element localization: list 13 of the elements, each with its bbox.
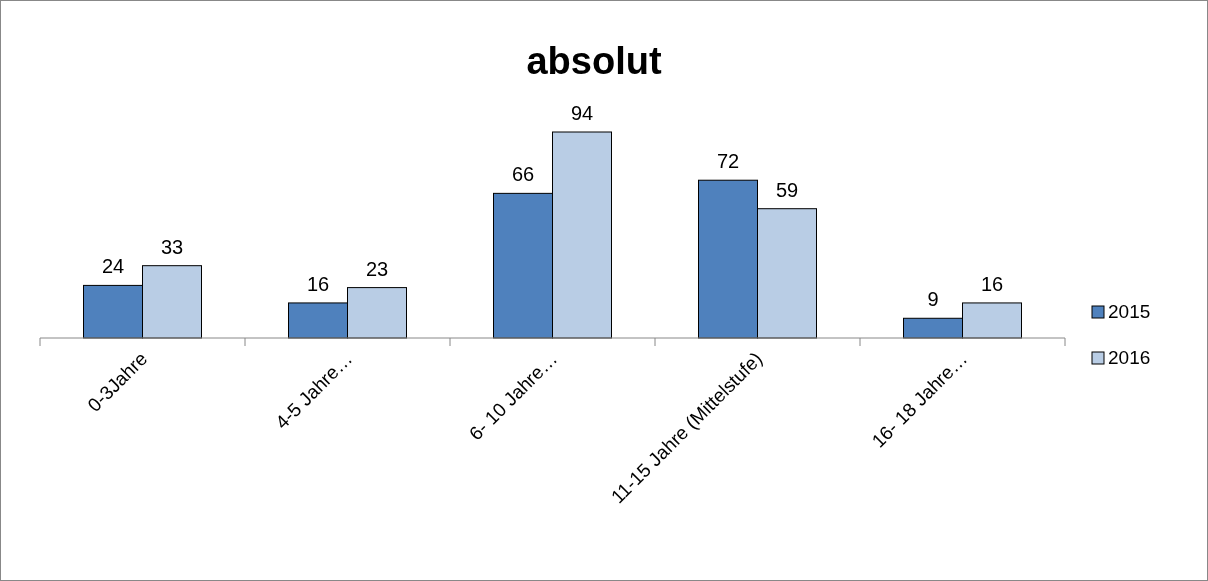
data-label: 23 (365, 257, 389, 280)
chart-title: absolut (526, 40, 662, 82)
data-label: 59 (775, 178, 799, 201)
legend-label: 2016 (1108, 347, 1151, 368)
data-label: 94 (570, 102, 594, 124)
data-label: 66 (511, 163, 535, 186)
data-label: 16 (980, 272, 1004, 295)
data-label: 72 (716, 150, 740, 173)
data-label: 33 (160, 235, 184, 258)
data-label: 16 (306, 272, 330, 295)
legend-label: 2015 (1108, 301, 1151, 322)
data-label: 9 (927, 288, 939, 311)
data-label: 24 (101, 255, 125, 278)
